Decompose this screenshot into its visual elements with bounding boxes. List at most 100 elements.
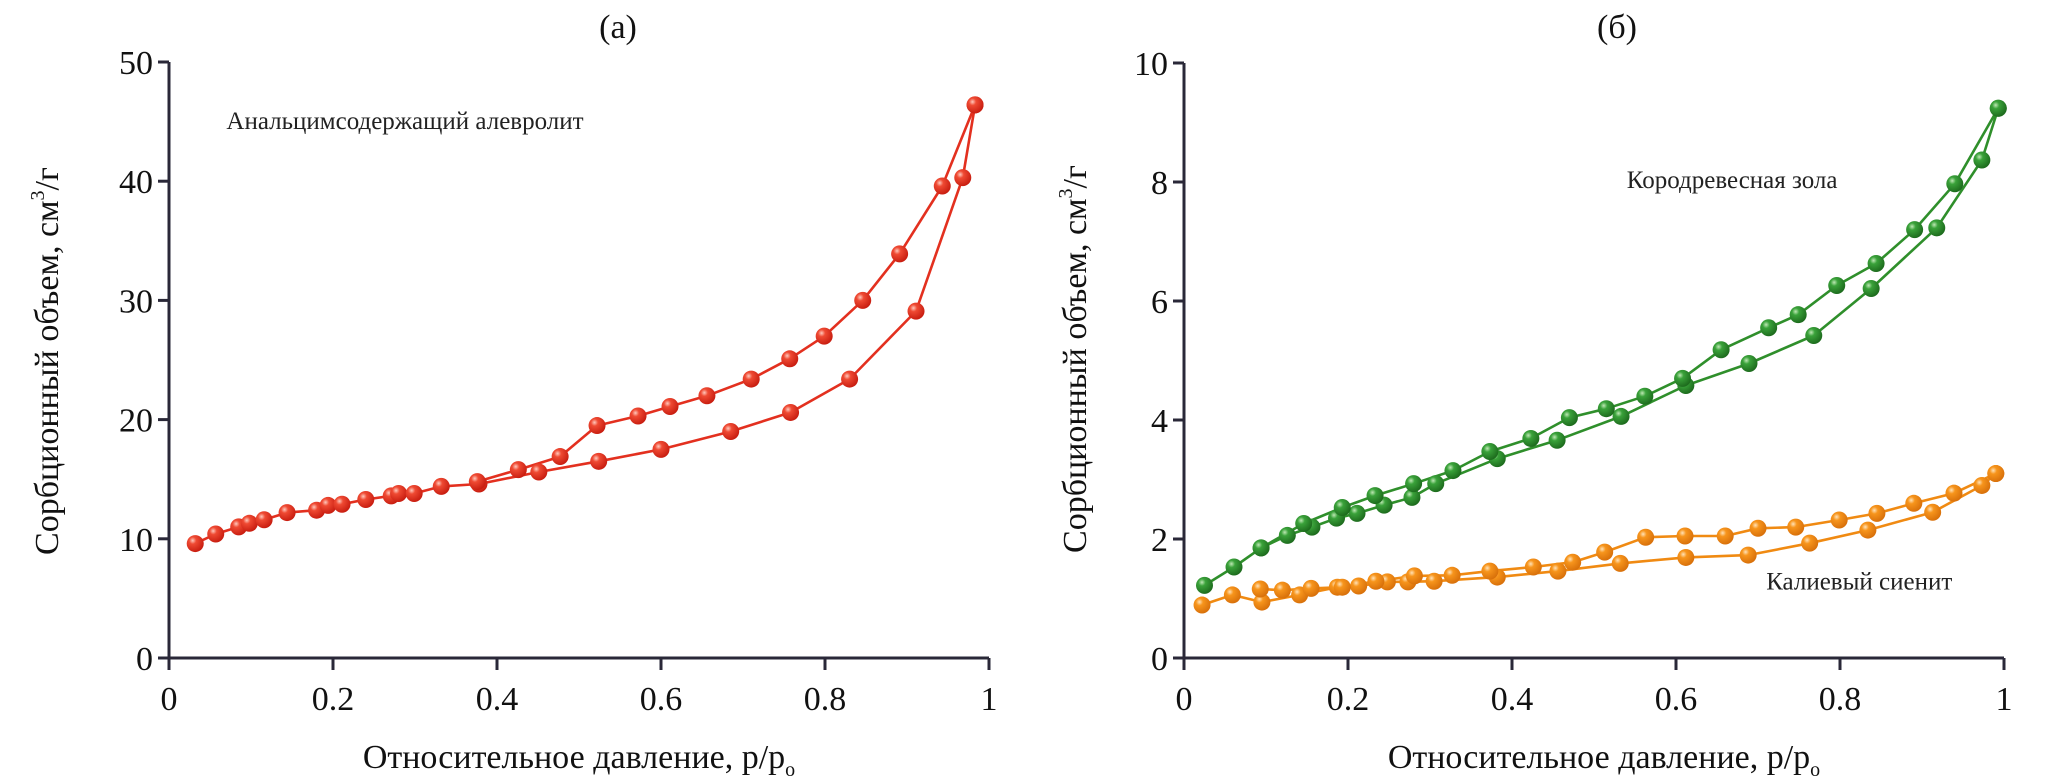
data-point (1366, 487, 1384, 505)
panel-b-title: (б) (1597, 9, 1637, 46)
data-point (1481, 562, 1499, 580)
y-tick-label: 4 (1151, 403, 1168, 440)
axes: 0 2 4 6 8 10 0 0.2 0.4 0.6 0.8 1 (1134, 46, 2013, 718)
data-point (1405, 567, 1423, 585)
panel-a-title: (а) (599, 9, 637, 46)
data-point (1749, 519, 1767, 537)
y-axis-title: Сорбционный объем, см3/г (1055, 165, 1094, 553)
data-point (1677, 548, 1695, 566)
data-point (1905, 494, 1923, 512)
data-point (278, 504, 296, 522)
data-point (1443, 566, 1461, 584)
data-point (207, 525, 225, 543)
y-tick-label: 0 (1151, 641, 1168, 678)
data-point (1251, 580, 1269, 598)
series-markers (1193, 465, 2005, 614)
data-point (1906, 221, 1924, 239)
data-point (1973, 151, 1991, 169)
series-annotation: Анальцимсодержащий алевролит (226, 108, 583, 135)
data-point (722, 423, 740, 441)
data-point (782, 403, 800, 421)
panel-a-y-axis-title: Сорбционный объем, см3/г (27, 167, 66, 555)
x-tick-label: 0.2 (1327, 681, 1370, 718)
data-point (1350, 577, 1368, 595)
data-point (1564, 553, 1582, 571)
y-tick-label: 10 (119, 522, 153, 559)
data-point (954, 169, 972, 187)
series-annotation: Кородревесная зола (1627, 167, 1838, 194)
data-point (1787, 518, 1805, 536)
data-point (1828, 277, 1846, 295)
data-point (1868, 504, 1886, 522)
data-point (1928, 219, 1946, 237)
data-point (1193, 596, 1211, 614)
series-group (186, 96, 984, 553)
data-point (1740, 354, 1758, 372)
data-point (1805, 327, 1823, 345)
x-tick-label: 1 (1996, 681, 2013, 718)
data-point (1295, 515, 1313, 533)
x-tick-label: 0.6 (640, 681, 683, 718)
data-point (255, 511, 273, 529)
data-point (1674, 369, 1692, 387)
data-point (1253, 593, 1271, 611)
panel-a-x-axis-title: Относительное давление, p/po (363, 739, 795, 781)
y-tick-label: 40 (119, 164, 153, 201)
x-axis-title: Относительное давление, p/po (1388, 739, 1820, 781)
data-point (907, 302, 925, 320)
y-tick-label: 2 (1151, 522, 1168, 559)
data-point (1945, 484, 1963, 502)
data-point (1611, 554, 1629, 572)
series-markers (468, 96, 984, 491)
data-point (1302, 579, 1320, 597)
data-point (815, 327, 833, 345)
y-axis-title: Сорбционный объем, см3/г (27, 167, 66, 555)
data-point (530, 463, 548, 481)
x-tick-label: 0 (161, 681, 178, 718)
data-point (1946, 175, 1964, 193)
data-point (1597, 400, 1615, 418)
data-point (1560, 409, 1578, 427)
data-point (1596, 543, 1614, 561)
data-point (1403, 488, 1421, 506)
data-point (854, 291, 872, 309)
data-point (1636, 387, 1654, 405)
data-point (1987, 465, 2005, 483)
data-point (1924, 503, 1942, 521)
data-point (468, 473, 486, 491)
data-point (588, 417, 606, 435)
data-point (1867, 255, 1885, 273)
data-point (1612, 407, 1630, 425)
data-point (629, 407, 647, 425)
series-markers (1251, 465, 2005, 599)
data-point (966, 96, 984, 114)
data-point (781, 350, 799, 368)
data-point (1223, 586, 1241, 604)
data-point (891, 245, 909, 263)
data-point (1427, 475, 1445, 493)
panel-b-y-axis-title: Сорбционный объем, см3/г (1055, 165, 1094, 553)
data-point (661, 397, 679, 415)
x-tick-label: 0.2 (312, 681, 355, 718)
data-point (1273, 581, 1291, 599)
data-point (1333, 498, 1351, 516)
data-point (390, 485, 408, 503)
data-point (1425, 572, 1443, 590)
data-point (590, 452, 608, 470)
data-point (1278, 526, 1296, 544)
x-tick-label: 0.8 (804, 681, 847, 718)
y-tick-label: 0 (136, 641, 153, 678)
data-point (1989, 99, 2007, 117)
data-point (1801, 534, 1819, 552)
x-tick-label: 0.8 (1819, 681, 1862, 718)
y-tick-label: 8 (1151, 165, 1168, 202)
series-annotation: Калиевый сиенит (1766, 569, 1952, 596)
y-tick-label: 20 (119, 403, 153, 440)
panel-a-annotations: Анальцимсодержащий алевролит (226, 108, 583, 135)
panel-a: (а) Анальцимсодержащий алевролит Сорбцио… (27, 9, 998, 781)
series-markers (1196, 99, 2007, 594)
data-point (1524, 558, 1542, 576)
data-point (1225, 558, 1243, 576)
data-point (1367, 572, 1385, 590)
data-point (1548, 431, 1566, 449)
